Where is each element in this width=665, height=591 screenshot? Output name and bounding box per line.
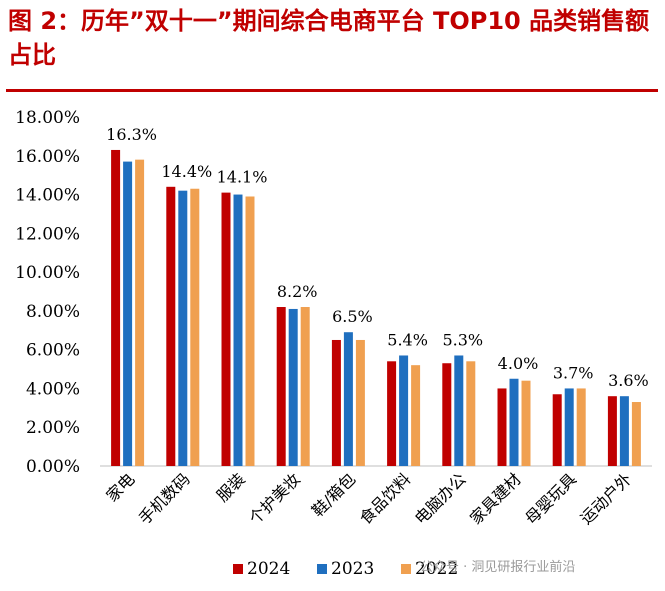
legend-swatch-2022 bbox=[401, 564, 411, 574]
y-tick-label: 8.00% bbox=[26, 302, 80, 322]
x-category-label: 家具建材 bbox=[466, 469, 525, 528]
legend-swatch-2024 bbox=[233, 564, 243, 574]
title-divider bbox=[6, 89, 658, 92]
bar-2022-3 bbox=[300, 307, 310, 466]
bar-2022-7 bbox=[521, 380, 531, 466]
bar-2023-7 bbox=[509, 378, 519, 466]
y-tick-label: 12.00% bbox=[15, 224, 80, 244]
bar-2022-9 bbox=[631, 402, 641, 466]
bar-2022-8 bbox=[576, 388, 586, 466]
bar-2023-1 bbox=[178, 190, 188, 466]
data-label: 3.7% bbox=[553, 363, 594, 382]
bar-2024-7 bbox=[497, 388, 507, 466]
bar-2024-2 bbox=[221, 192, 231, 466]
bar-2023-5 bbox=[399, 355, 409, 466]
bar-2023-8 bbox=[564, 388, 574, 466]
y-tick-label: 4.00% bbox=[26, 379, 80, 399]
bar-2022-0 bbox=[135, 159, 145, 466]
y-tick-label: 6.00% bbox=[26, 341, 80, 361]
bar-2024-3 bbox=[276, 307, 286, 466]
x-category-label: 食品饮料 bbox=[356, 469, 415, 528]
y-tick-label: 18.00% bbox=[15, 108, 80, 128]
x-category-label: 鞋/箱包 bbox=[308, 469, 359, 520]
x-category-label: 运动户外 bbox=[577, 469, 636, 528]
bar-2024-9 bbox=[607, 396, 617, 466]
bar-2024-5 bbox=[387, 361, 397, 466]
bar-2022-2 bbox=[245, 196, 255, 466]
x-category-label: 母婴玩具 bbox=[521, 469, 580, 528]
bar-2022-5 bbox=[411, 365, 421, 466]
data-label: 16.3% bbox=[106, 125, 157, 144]
data-label: 3.6% bbox=[608, 371, 649, 390]
x-category-label: 服装 bbox=[213, 469, 249, 505]
bar-2023-4 bbox=[343, 332, 353, 466]
data-label: 8.2% bbox=[277, 282, 318, 301]
legend-swatch-2023 bbox=[317, 564, 327, 574]
bar-2022-6 bbox=[466, 361, 476, 466]
y-tick-label: 14.00% bbox=[15, 186, 80, 206]
watermark: 公众号 · 洞见研报行业前沿 bbox=[420, 560, 576, 575]
title-block: 图 2：历年”双十一”期间综合电商平台 TOP10 品类销售额占比 bbox=[8, 4, 658, 72]
y-tick-label: 0.00% bbox=[26, 457, 80, 477]
x-category-label: 个护美妆 bbox=[245, 469, 304, 528]
bar-2022-4 bbox=[355, 339, 365, 466]
data-label: 4.0% bbox=[498, 354, 539, 373]
page-title: 图 2：历年”双十一”期间综合电商平台 TOP10 品类销售额占比 bbox=[8, 7, 650, 69]
bar-2024-6 bbox=[442, 363, 452, 466]
y-tick-label: 2.00% bbox=[26, 418, 80, 438]
bar-2023-0 bbox=[123, 161, 133, 466]
bar-2022-1 bbox=[190, 188, 200, 466]
legend-label-2023: 2023 bbox=[331, 559, 374, 579]
x-category-label: 手机数码 bbox=[135, 469, 194, 528]
y-tick-label: 10.00% bbox=[15, 263, 80, 283]
data-label: 6.5% bbox=[332, 307, 373, 326]
data-label: 5.4% bbox=[387, 330, 428, 349]
data-label: 14.1% bbox=[217, 168, 268, 187]
x-category-label: 家电 bbox=[102, 469, 138, 505]
y-tick-label: 16.00% bbox=[15, 147, 80, 167]
bar-2024-1 bbox=[166, 186, 176, 467]
bar-2024-8 bbox=[552, 394, 562, 466]
bar-2024-0 bbox=[111, 149, 121, 466]
bar-2023-9 bbox=[619, 396, 629, 466]
x-category-label: 电脑办公 bbox=[411, 469, 470, 528]
bar-2024-4 bbox=[331, 339, 341, 466]
data-label: 14.4% bbox=[161, 162, 212, 181]
legend-label-2024: 2024 bbox=[247, 559, 290, 579]
data-label: 5.3% bbox=[442, 330, 483, 349]
bar-2023-6 bbox=[454, 355, 464, 466]
legend-label-2022: 2022 bbox=[415, 559, 458, 579]
bar-2023-3 bbox=[288, 308, 298, 466]
bar-2023-2 bbox=[233, 194, 243, 467]
